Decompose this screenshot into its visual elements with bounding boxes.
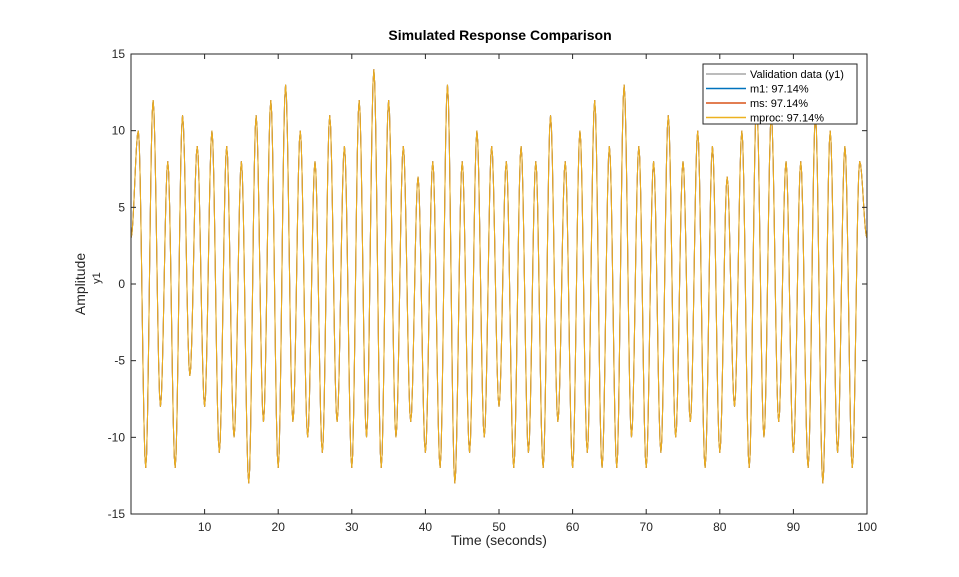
x-tick-label: 40: [419, 520, 433, 534]
chart-title: Simulated Response Comparison: [388, 27, 611, 43]
plot-area: [131, 54, 867, 514]
x-tick-label: 10: [198, 520, 212, 534]
y-axis-label: Amplitude: [72, 253, 88, 315]
legend-label-4: mproc: 97.14%: [750, 113, 824, 125]
x-axis: 10 20 30 40 50 60 70 80 90 100: [198, 54, 877, 534]
x-tick-label: 90: [787, 520, 801, 534]
y-tick-label: 0: [118, 277, 125, 291]
x-tick-label: 70: [640, 520, 654, 534]
y-tick-label: -15: [108, 507, 126, 521]
x-tick-label: 20: [272, 520, 286, 534]
y-axis: -15 -10 -5 0 5 10 15: [108, 47, 867, 521]
y-tick-label: -5: [114, 354, 125, 368]
series-line-4: [130, 69, 868, 484]
y-tick-label: 15: [112, 47, 126, 61]
y-tick-label: 5: [118, 200, 125, 214]
legend[interactable]: Validation data (y1) m1: 97.14% ms: 97.14%…: [702, 63, 858, 125]
x-tick-label: 60: [566, 520, 580, 534]
y-axis-sublabel: y1: [91, 272, 103, 284]
legend-label-2: m1: 97.14%: [750, 84, 809, 96]
legend-entries: Validation data (y1) m1: 97.14% ms: 97.14%…: [706, 69, 844, 125]
legend-label-1: Validation data (y1): [750, 69, 844, 81]
series-layer: [130, 69, 868, 484]
x-tick-label: 50: [492, 520, 506, 534]
y-tick-label: 10: [112, 124, 126, 138]
x-tick-label: 30: [345, 520, 359, 534]
legend-label-3: ms: 97.14%: [750, 98, 808, 110]
x-axis-label: Time (seconds): [451, 532, 547, 548]
x-tick-label: 80: [713, 520, 727, 534]
x-tick-label: 100: [857, 520, 877, 534]
y-tick-label: -10: [108, 430, 126, 444]
